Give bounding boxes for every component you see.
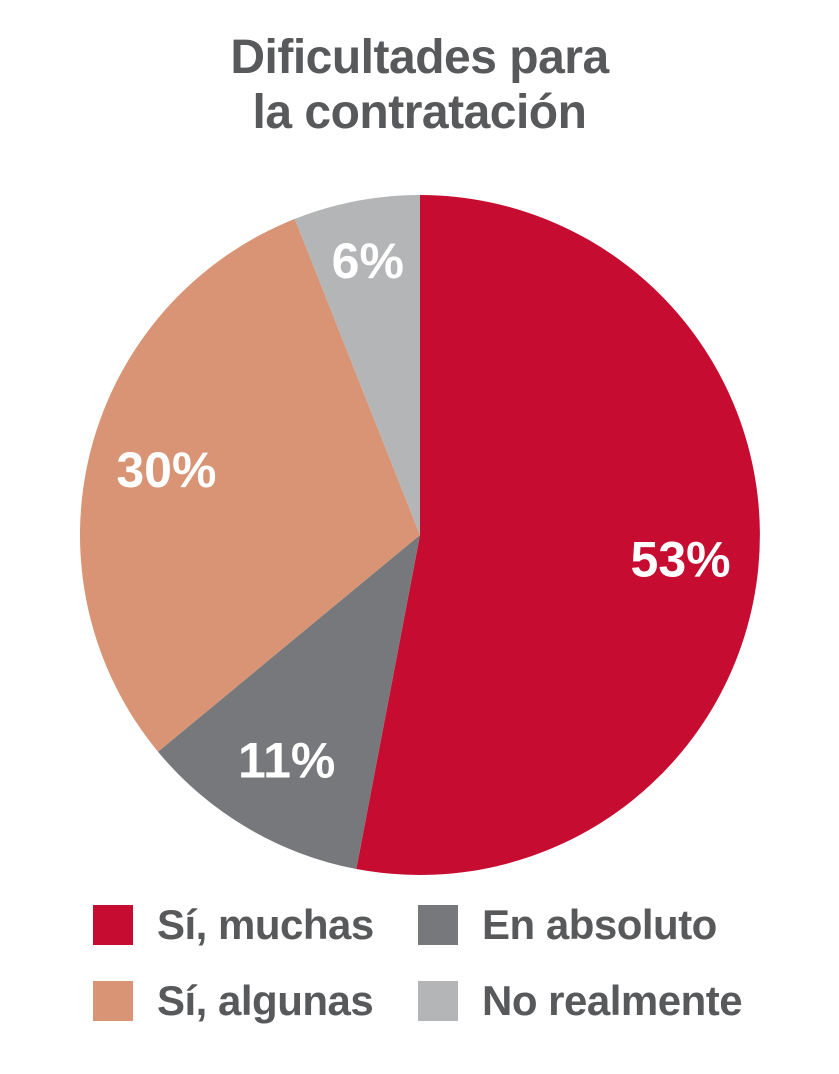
- legend-label-si-algunas: Sí, algunas: [157, 977, 374, 1024]
- pie-slice-si-muchas: [356, 195, 760, 875]
- legend-swatch-en-absoluto: [418, 905, 458, 945]
- pie-slice-no-realmente: [294, 195, 420, 535]
- pie-value-label-si-muchas: 53%: [631, 532, 731, 588]
- chart-legend: Sí, muchas En absoluto Sí, algunas No realm…: [93, 901, 743, 1025]
- pie-slice-si-algunas: [80, 218, 420, 752]
- pie-value-label-si-algunas: 30%: [116, 442, 216, 498]
- legend-item-si-algunas: Sí, algunas: [93, 977, 418, 1025]
- chart-title-line-1: Dificultades para: [230, 31, 609, 84]
- legend-swatch-si-muchas: [93, 905, 133, 945]
- legend-label-si-muchas: Sí, muchas: [157, 901, 374, 948]
- pie-value-label-en-absoluto: 11%: [238, 732, 335, 788]
- pie-value-label-no-realmente: 6%: [332, 233, 404, 289]
- chart-title-line-2: la contratación: [252, 86, 587, 139]
- chart-title: Dificultades para la contratación: [0, 30, 839, 140]
- legend-item-si-muchas: Sí, muchas: [93, 901, 418, 949]
- legend-swatch-no-realmente: [418, 981, 458, 1021]
- legend-item-en-absoluto: En absoluto: [418, 901, 742, 949]
- legend-label-no-realmente: No realmente: [482, 977, 743, 1024]
- pie-slice-en-absoluto: [158, 535, 420, 869]
- legend-item-no-realmente: No realmente: [418, 977, 743, 1025]
- legend-label-en-absoluto: En absoluto: [482, 901, 717, 948]
- legend-swatch-si-algunas: [93, 981, 133, 1021]
